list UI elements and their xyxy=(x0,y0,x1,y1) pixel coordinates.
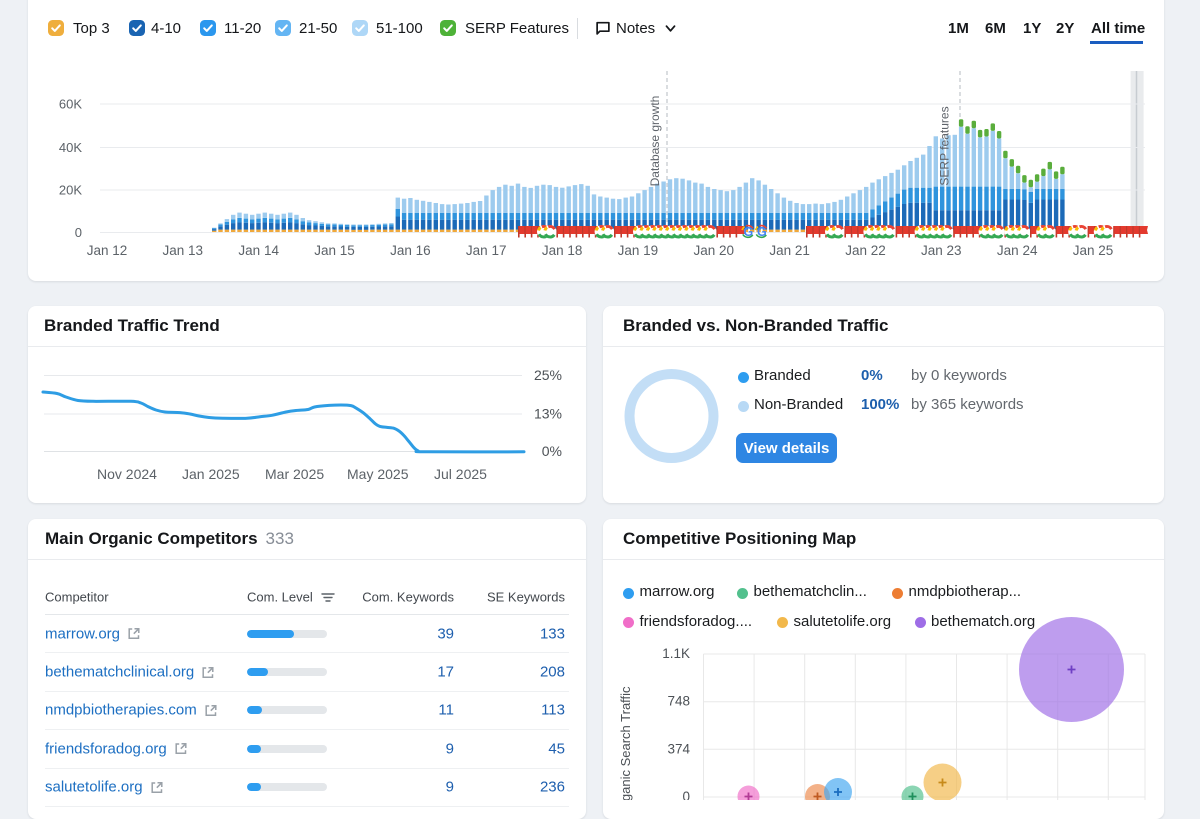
svg-text:Jan 15: Jan 15 xyxy=(314,243,355,258)
svg-text:Organic Search Traffic: Organic Search Traffic xyxy=(618,686,633,800)
svg-text:Jan 25: Jan 25 xyxy=(1073,243,1114,258)
svg-text:Jan 21: Jan 21 xyxy=(769,243,810,258)
svg-text:Jan 18: Jan 18 xyxy=(542,243,583,258)
svg-text:Jan 12: Jan 12 xyxy=(87,243,128,258)
svg-text:Jan 16: Jan 16 xyxy=(390,243,431,258)
svg-text:Jan 13: Jan 13 xyxy=(163,243,204,258)
svg-text:20K: 20K xyxy=(59,183,82,198)
svg-text:0: 0 xyxy=(75,225,82,240)
svg-text:Jan 24: Jan 24 xyxy=(997,243,1038,258)
svg-text:Jan 17: Jan 17 xyxy=(466,243,507,258)
svg-text:25%: 25% xyxy=(534,367,562,383)
svg-text:Jan 14: Jan 14 xyxy=(238,243,279,258)
svg-text:Jan 19: Jan 19 xyxy=(618,243,659,258)
svg-text:40K: 40K xyxy=(59,140,82,155)
svg-text:1.1K: 1.1K xyxy=(662,646,690,661)
svg-text:13%: 13% xyxy=(534,406,562,422)
svg-text:748: 748 xyxy=(667,694,690,709)
svg-text:374: 374 xyxy=(667,741,690,756)
svg-text:Jan 22: Jan 22 xyxy=(845,243,886,258)
svg-text:G: G xyxy=(744,225,754,239)
svg-text:Jan 20: Jan 20 xyxy=(694,243,735,258)
svg-text:Database growth: Database growth xyxy=(648,96,662,187)
svg-text:Jan 23: Jan 23 xyxy=(921,243,962,258)
svg-text:60K: 60K xyxy=(59,97,82,112)
svg-text:G: G xyxy=(757,225,767,239)
svg-text:SERP features: SERP features xyxy=(938,106,952,185)
svg-text:0: 0 xyxy=(682,789,690,800)
svg-text:0%: 0% xyxy=(542,443,562,459)
